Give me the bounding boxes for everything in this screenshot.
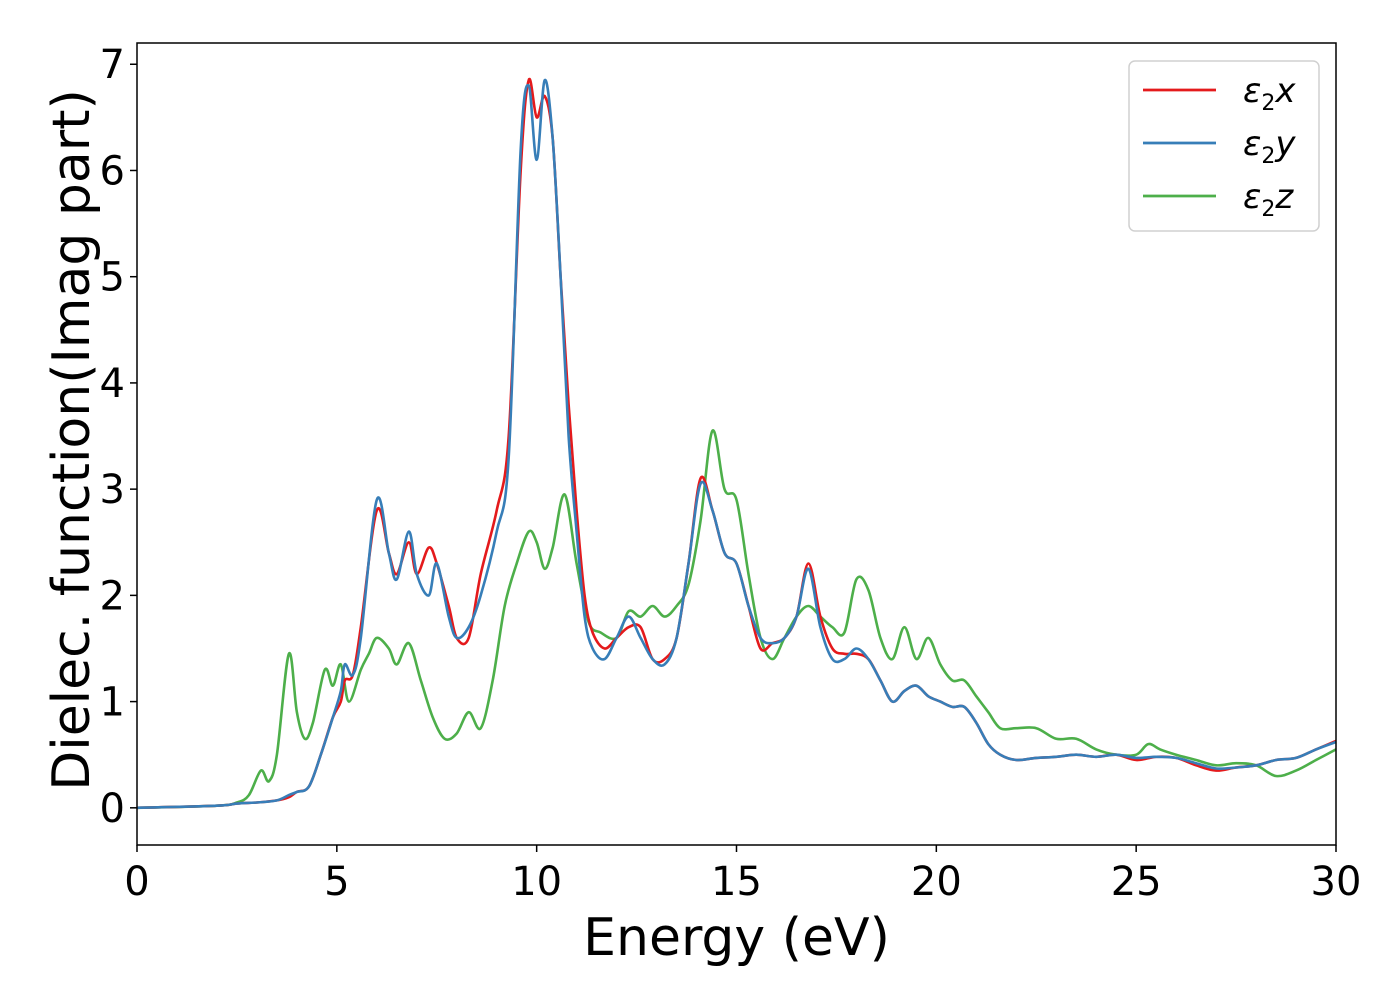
legend-label-y: ε2y [1243, 124, 1296, 169]
plot-frame [136, 42, 1337, 846]
legend-label-x: ε2x [1243, 71, 1296, 116]
y-tick-label: 5 [100, 255, 125, 301]
y-tick-label: 1 [100, 680, 125, 726]
series-line-z [137, 429, 1336, 810]
y-tick-label: 0 [100, 786, 125, 832]
x-tick-label: 20 [911, 859, 962, 905]
x-tick-label: 30 [1311, 859, 1362, 905]
series-line-y [137, 78, 1336, 810]
y-tick-label: 2 [100, 573, 125, 619]
x-axis-label: Energy (eV) [583, 908, 890, 968]
axis-ticks: 0 5 10 15 20 25 30 0 1 2 3 4 5 6 7 [100, 42, 1362, 905]
x-tick-label: 15 [711, 859, 762, 905]
x-tick-label: 10 [511, 859, 562, 905]
legend-box [1128, 60, 1320, 232]
y-tick-label: 3 [100, 467, 125, 513]
x-tick-label: 0 [124, 859, 149, 905]
y-tick-label: 4 [100, 361, 125, 407]
y-axis-label: Dielec. function(Imag part) [42, 89, 102, 791]
y-tick-label: 7 [100, 42, 125, 88]
x-tick-label: 25 [1111, 859, 1162, 905]
x-tick-label: 5 [324, 859, 349, 905]
legend-label-z: ε2z [1243, 177, 1294, 222]
y-tick-label: 6 [100, 148, 125, 194]
plot-area [137, 77, 1336, 810]
legend: ε2x ε2y ε2z [1128, 60, 1320, 232]
